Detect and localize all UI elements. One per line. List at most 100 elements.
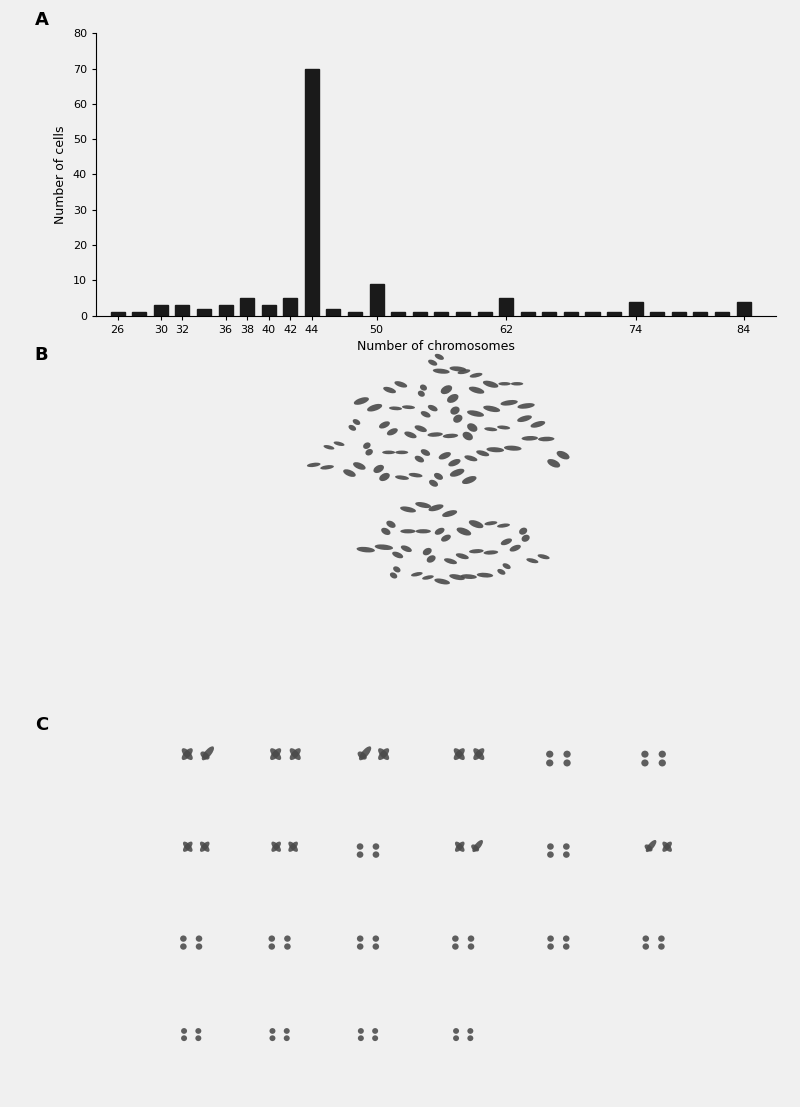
Ellipse shape <box>409 473 422 477</box>
Ellipse shape <box>441 535 451 541</box>
Ellipse shape <box>454 748 465 761</box>
Ellipse shape <box>530 421 546 427</box>
Ellipse shape <box>372 1028 378 1034</box>
Ellipse shape <box>383 386 396 393</box>
Ellipse shape <box>434 354 444 360</box>
Ellipse shape <box>358 1028 364 1034</box>
Ellipse shape <box>450 406 460 415</box>
Ellipse shape <box>270 1035 275 1041</box>
Ellipse shape <box>462 432 473 441</box>
Ellipse shape <box>284 1028 290 1034</box>
Ellipse shape <box>386 520 396 528</box>
Ellipse shape <box>271 841 281 852</box>
Ellipse shape <box>422 576 434 580</box>
Ellipse shape <box>563 844 570 850</box>
Ellipse shape <box>557 451 570 459</box>
Ellipse shape <box>547 851 554 858</box>
Ellipse shape <box>196 935 202 942</box>
Ellipse shape <box>442 434 458 438</box>
Ellipse shape <box>358 1035 364 1041</box>
Ellipse shape <box>269 943 275 950</box>
Ellipse shape <box>510 545 521 551</box>
Ellipse shape <box>447 394 458 403</box>
Ellipse shape <box>662 841 672 852</box>
Ellipse shape <box>320 465 334 469</box>
Ellipse shape <box>474 748 484 761</box>
Ellipse shape <box>429 505 443 511</box>
Ellipse shape <box>359 746 371 761</box>
Ellipse shape <box>382 451 395 454</box>
Ellipse shape <box>290 748 301 761</box>
Ellipse shape <box>662 841 672 852</box>
Ellipse shape <box>429 479 438 487</box>
Bar <box>456 312 470 315</box>
Ellipse shape <box>642 751 649 757</box>
Ellipse shape <box>182 748 193 761</box>
Ellipse shape <box>373 851 379 858</box>
Ellipse shape <box>658 751 666 757</box>
Bar <box>348 312 362 315</box>
Ellipse shape <box>323 445 334 449</box>
Ellipse shape <box>444 558 457 565</box>
Bar <box>391 312 406 315</box>
Ellipse shape <box>392 551 403 558</box>
Ellipse shape <box>180 943 186 950</box>
Bar <box>110 312 125 315</box>
Ellipse shape <box>467 1035 474 1041</box>
Bar <box>694 312 707 315</box>
Ellipse shape <box>646 840 656 852</box>
Ellipse shape <box>658 935 665 942</box>
Bar <box>154 306 168 315</box>
Ellipse shape <box>452 935 458 942</box>
Ellipse shape <box>353 420 360 425</box>
Ellipse shape <box>434 473 443 480</box>
Ellipse shape <box>357 547 375 552</box>
Ellipse shape <box>477 572 493 578</box>
Ellipse shape <box>563 935 570 942</box>
Ellipse shape <box>353 462 366 469</box>
Ellipse shape <box>395 451 408 454</box>
Ellipse shape <box>400 529 416 534</box>
Bar <box>607 312 621 315</box>
Ellipse shape <box>270 748 281 761</box>
Ellipse shape <box>470 373 482 377</box>
Bar <box>650 312 664 315</box>
Ellipse shape <box>290 748 301 761</box>
Ellipse shape <box>546 759 554 766</box>
Ellipse shape <box>546 751 554 757</box>
Bar <box>370 283 384 315</box>
Ellipse shape <box>422 548 432 556</box>
Bar <box>499 298 513 315</box>
Ellipse shape <box>526 558 538 563</box>
Ellipse shape <box>288 841 298 852</box>
Bar <box>240 298 254 315</box>
Ellipse shape <box>433 369 450 374</box>
Ellipse shape <box>401 546 412 552</box>
Bar <box>586 312 599 315</box>
Ellipse shape <box>498 569 506 575</box>
Ellipse shape <box>498 382 511 385</box>
Ellipse shape <box>483 405 500 412</box>
Ellipse shape <box>181 1028 187 1034</box>
Y-axis label: Number of cells: Number of cells <box>54 125 67 224</box>
Ellipse shape <box>414 425 427 432</box>
Ellipse shape <box>374 545 393 550</box>
Ellipse shape <box>202 746 214 761</box>
Ellipse shape <box>547 844 554 850</box>
Ellipse shape <box>334 442 345 446</box>
Ellipse shape <box>381 528 390 535</box>
Ellipse shape <box>468 935 474 942</box>
Ellipse shape <box>538 555 550 559</box>
Text: A: A <box>35 11 49 29</box>
Ellipse shape <box>200 752 210 759</box>
Ellipse shape <box>183 841 193 852</box>
Ellipse shape <box>467 423 478 432</box>
Ellipse shape <box>547 935 554 942</box>
Ellipse shape <box>522 436 538 441</box>
Ellipse shape <box>547 459 560 467</box>
Ellipse shape <box>450 468 464 477</box>
Ellipse shape <box>483 550 498 555</box>
Ellipse shape <box>467 1028 474 1034</box>
Ellipse shape <box>416 529 431 534</box>
Bar <box>521 312 534 315</box>
